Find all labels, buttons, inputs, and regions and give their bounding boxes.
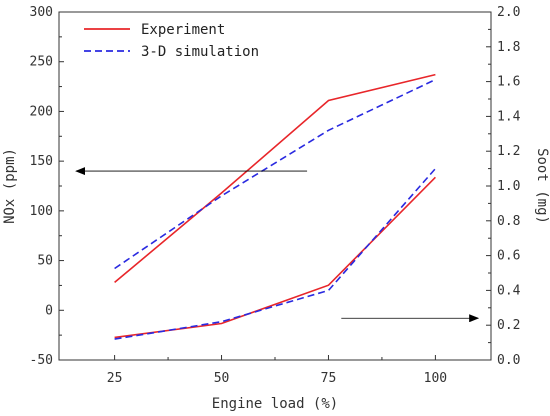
right-axis-ticks: 0.0 0.2 0.4 0.6 0.8 1.0 1.2 1.4 1.6 1.8 2.0 [486,5,521,368]
x-axis-ticks: 25 50 75 100 [107,355,447,386]
right-tick-label: 1.6 [497,75,520,90]
left-tick-label: 150 [30,154,53,169]
left-tick-label: 200 [30,104,53,119]
right-tick-label: 1.2 [497,144,520,159]
right-tick-label: 1.4 [497,109,521,124]
left-axis-ticks: -50 0 50 100 150 200 250 300 [30,5,64,368]
right-tick-label: 1.8 [497,40,520,55]
right-tick-label: 2.0 [497,5,520,20]
x-axis-title: Engine load (%) [212,396,338,412]
annotation-layer [75,167,480,323]
nox-simulation-line [114,78,436,270]
left-tick-label: 300 [30,5,53,20]
legend-label: 3-D simulation [141,44,259,60]
left-tick-label: 50 [37,254,53,269]
legend: Experiment 3-D simulation [84,22,259,60]
right-tick-label: 0.8 [497,214,520,229]
right-tick-label: 0.2 [497,318,520,333]
right-tick-label: 0.4 [497,283,521,298]
right-tick-label: 0.0 [497,353,520,368]
left-tick-label: 250 [30,55,53,70]
x-tick-label: 25 [107,371,123,386]
left-tick-label: 100 [30,204,53,219]
soot-experiment-line [114,176,436,339]
right-tick-label: 0.6 [497,249,520,264]
left-axis-title: NOx (ppm) [2,148,18,224]
x-tick-label: 75 [321,371,337,386]
x-tick-label: 50 [214,371,230,386]
soot-simulation-line [114,168,437,340]
right-tick-label: 1.0 [497,179,520,194]
legend-label: Experiment [141,22,225,38]
nox-experiment-line [114,73,436,284]
left-tick-label: -50 [30,353,53,368]
left-tick-label: 0 [45,303,53,318]
right-axis-title: Soot (mg) [534,148,550,224]
x-tick-label: 100 [424,371,447,386]
series-layer [114,73,437,340]
